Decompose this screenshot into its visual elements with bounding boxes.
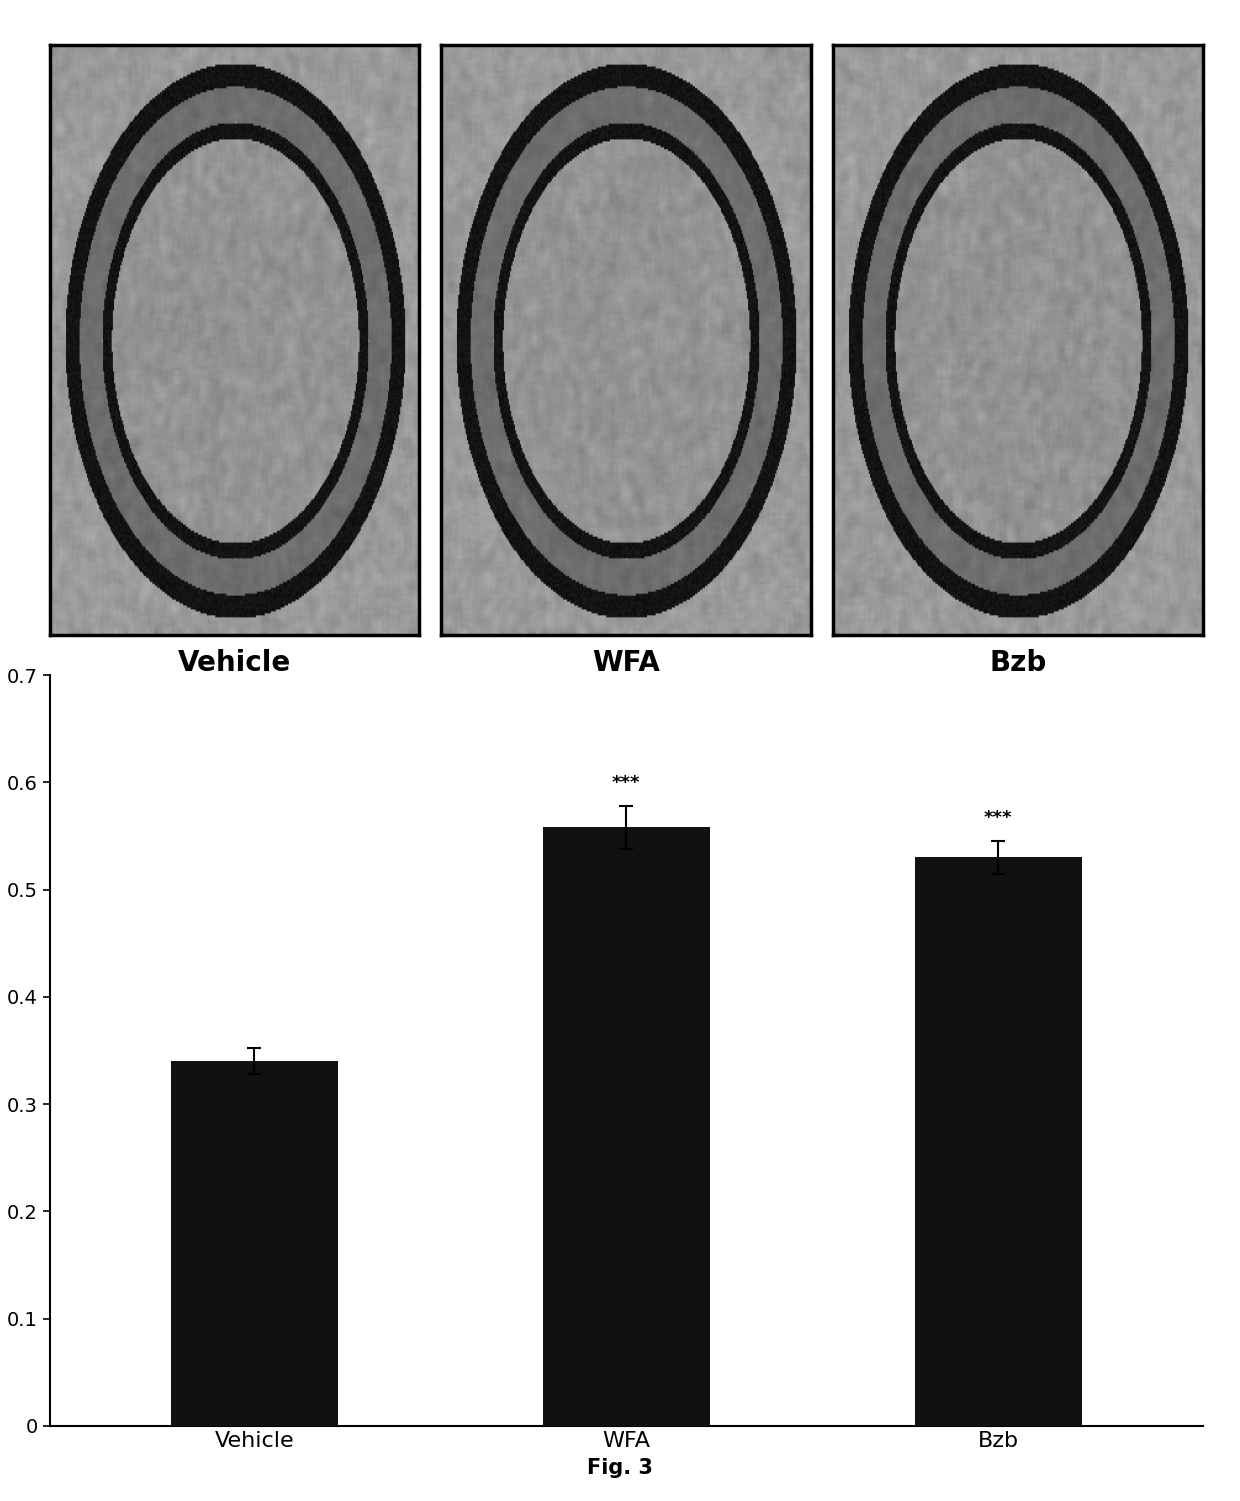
Bar: [543, 827, 711, 1426]
Bar: [915, 857, 1081, 1426]
X-axis label: WFA: WFA: [593, 648, 660, 677]
Bar: [171, 1061, 339, 1426]
X-axis label: Vehicle: Vehicle: [177, 648, 291, 677]
Text: ***: ***: [985, 809, 1012, 827]
X-axis label: Bzb: Bzb: [990, 648, 1047, 677]
Text: Fig. 3: Fig. 3: [587, 1459, 653, 1478]
Text: ***: ***: [613, 775, 640, 793]
